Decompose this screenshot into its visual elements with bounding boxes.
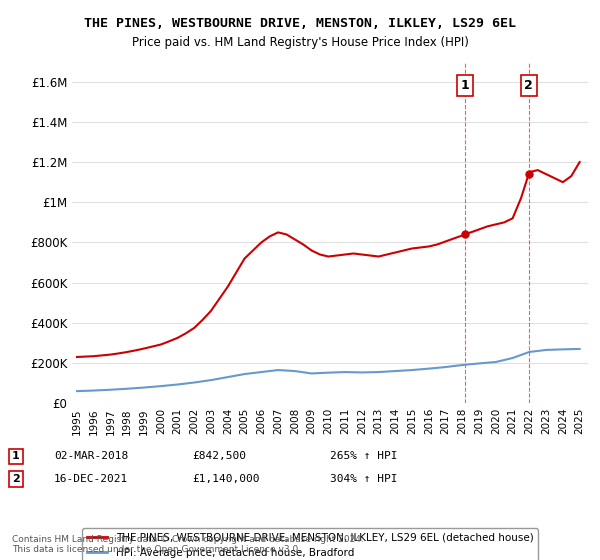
Legend: THE PINES, WESTBOURNE DRIVE, MENSTON, ILKLEY, LS29 6EL (detached house), HPI: Av: THE PINES, WESTBOURNE DRIVE, MENSTON, IL… — [82, 529, 538, 560]
Text: 1: 1 — [461, 79, 470, 92]
Text: THE PINES, WESTBOURNE DRIVE, MENSTON, ILKLEY, LS29 6EL: THE PINES, WESTBOURNE DRIVE, MENSTON, IL… — [84, 17, 516, 30]
Text: Price paid vs. HM Land Registry's House Price Index (HPI): Price paid vs. HM Land Registry's House … — [131, 36, 469, 49]
Text: £842,500: £842,500 — [192, 451, 246, 461]
Text: Contains HM Land Registry data © Crown copyright and database right 2024.
This d: Contains HM Land Registry data © Crown c… — [12, 535, 364, 554]
Text: 304% ↑ HPI: 304% ↑ HPI — [330, 474, 398, 484]
Text: 265% ↑ HPI: 265% ↑ HPI — [330, 451, 398, 461]
Text: £1,140,000: £1,140,000 — [192, 474, 260, 484]
Text: 1: 1 — [12, 451, 20, 461]
Text: 02-MAR-2018: 02-MAR-2018 — [54, 451, 128, 461]
Text: 2: 2 — [12, 474, 20, 484]
Text: 16-DEC-2021: 16-DEC-2021 — [54, 474, 128, 484]
Text: 2: 2 — [524, 79, 533, 92]
